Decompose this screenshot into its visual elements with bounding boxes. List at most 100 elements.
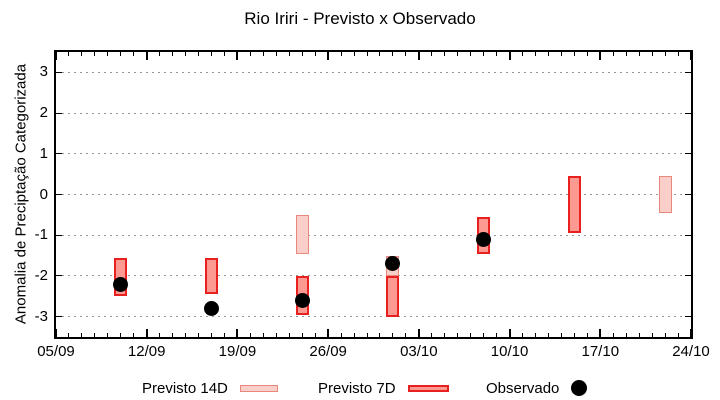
range-box-previsto-7d-01/10: [386, 275, 400, 317]
tick-top-day-26: [392, 52, 394, 56]
gridline-y-2: [56, 112, 691, 114]
range-box-previsto-7d-17/09: [205, 257, 218, 295]
tick-top-day-0: [55, 52, 57, 60]
tick-bottom-day-33: [483, 333, 485, 337]
tick-bottom-day-24: [366, 333, 368, 337]
tick-bottom-day-40: [573, 333, 575, 337]
tick-bottom-day-49: [690, 329, 692, 337]
tick-top-day-40: [573, 52, 575, 56]
range-box-previsto-14d-22/10: [658, 176, 672, 213]
tick-top-day-15: [249, 52, 251, 56]
tick-bottom-day-0: [55, 329, 57, 337]
tick-bottom-day-43: [612, 333, 614, 337]
legend-label: Previsto 7D: [318, 379, 396, 397]
tick-top-day-13: [223, 52, 225, 56]
tick-bottom-day-14: [236, 329, 239, 337]
tick-bottom-day-18: [288, 333, 290, 337]
y-tick-label--1: -1: [34, 226, 48, 244]
tick-top-day-34: [496, 52, 498, 56]
tick-bottom-day-32: [470, 333, 472, 337]
tick-bottom-day-7: [145, 329, 148, 337]
range-box-previsto-14d-24/09: [295, 214, 309, 254]
tick-bottom-day-34: [496, 333, 498, 337]
tick-bottom-day-17: [275, 333, 277, 337]
tick-bottom-day-25: [379, 333, 381, 337]
gridline-y-0: [56, 194, 691, 195]
observed-dot-08/10: [476, 231, 492, 247]
tick-top-day-42: [599, 52, 602, 60]
tick-bottom-day-6: [133, 333, 135, 337]
gridline-y-1: [56, 153, 691, 155]
tick-bottom-day-11: [198, 333, 200, 337]
tick-bottom-day-46: [651, 333, 653, 337]
x-tick-label-03/10: 03/10: [400, 343, 438, 360]
tick-right-y-1: [685, 153, 691, 155]
tick-bottom-day-1: [68, 333, 70, 337]
tick-right-y--3: [685, 316, 691, 318]
tick-top-day-18: [288, 52, 290, 56]
y-tick-label--2: -2: [34, 266, 48, 284]
tick-bottom-day-10: [185, 333, 187, 337]
tick-left-y--2: [56, 275, 62, 277]
x-tick-label-10/10: 10/10: [490, 343, 529, 360]
tick-top-day-32: [470, 52, 472, 56]
legend-item-observado: Observado: [486, 378, 588, 398]
tick-bottom-day-20: [314, 333, 316, 337]
tick-right-y-2: [685, 112, 691, 114]
legend-item-previsto-14d: Previsto 14D: [142, 378, 278, 398]
tick-bottom-day-42: [599, 329, 602, 337]
gridline-y--3: [56, 316, 691, 318]
tick-left-y--3: [56, 316, 62, 318]
x-tick-label-17/10: 17/10: [581, 343, 620, 360]
tick-top-day-31: [457, 52, 459, 56]
observed-dot-10/09: [113, 276, 129, 292]
tick-bottom-day-30: [444, 333, 446, 337]
tick-bottom-day-16: [262, 333, 264, 337]
tick-top-day-37: [534, 52, 536, 56]
tick-bottom-day-27: [405, 333, 407, 337]
tick-bottom-day-5: [120, 333, 122, 337]
tick-top-day-47: [664, 52, 666, 56]
tick-top-day-25: [379, 52, 381, 56]
tick-top-day-11: [198, 52, 200, 56]
tick-bottom-day-39: [560, 333, 562, 337]
tick-top-day-17: [275, 52, 277, 56]
tick-top-day-33: [483, 52, 485, 56]
tick-top-day-3: [94, 52, 96, 56]
tick-left-y-2: [56, 112, 62, 114]
tick-bottom-day-23: [353, 333, 355, 337]
tick-top-day-46: [651, 52, 653, 56]
gridline-y-3: [56, 71, 691, 73]
tick-top-day-27: [405, 52, 407, 56]
tick-top-day-1: [68, 52, 70, 56]
tick-bottom-day-41: [586, 333, 588, 337]
x-tick-label-05/09: 05/09: [37, 343, 75, 360]
y-tick-label-3: 3: [39, 63, 48, 81]
tick-top-day-23: [353, 52, 355, 56]
observed-dot-24/09: [294, 292, 310, 308]
tick-top-day-43: [612, 52, 614, 56]
tick-top-day-7: [145, 52, 148, 60]
tick-top-day-30: [444, 52, 446, 56]
tick-bottom-day-48: [677, 333, 679, 337]
tick-top-day-9: [172, 52, 174, 56]
tick-top-day-5: [120, 52, 122, 56]
tick-top-day-44: [625, 52, 627, 56]
tick-right-y-3: [685, 71, 691, 73]
tick-top-day-10: [185, 52, 187, 56]
tick-bottom-day-4: [107, 333, 109, 337]
tick-bottom-day-21: [327, 329, 330, 337]
x-tick-label-12/09: 12/09: [127, 343, 166, 360]
tick-top-day-8: [159, 52, 161, 56]
tick-bottom-day-45: [638, 333, 640, 337]
x-tick-label-26/09: 26/09: [309, 343, 347, 360]
tick-bottom-day-26: [392, 333, 394, 337]
tick-left-y-0: [56, 194, 62, 195]
tick-top-day-41: [586, 52, 588, 56]
legend-observado-dot: [571, 380, 588, 396]
tick-bottom-day-44: [625, 333, 627, 337]
tick-bottom-day-31: [457, 333, 459, 337]
tick-top-day-38: [547, 52, 549, 56]
tick-top-day-36: [522, 52, 524, 56]
